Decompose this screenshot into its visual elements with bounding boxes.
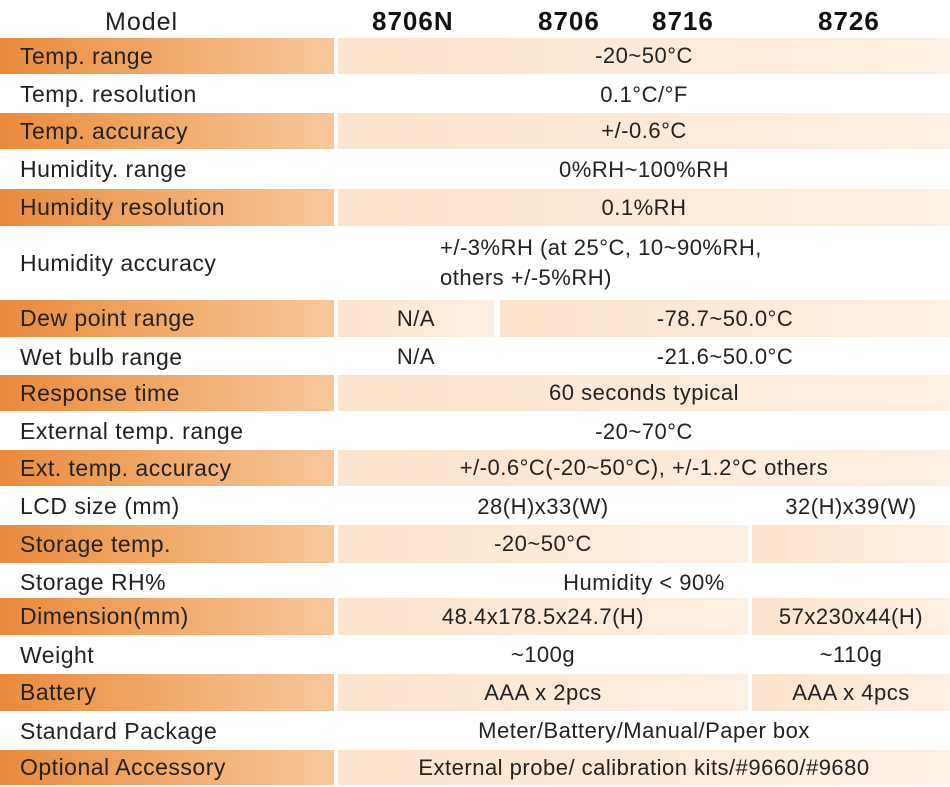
table-row: Storage RH% Humidity < 90%: [0, 565, 950, 600]
table-row: Standard Package Meter/Battery/Manual/Pa…: [0, 713, 950, 749]
row-value: ~100g: [510, 642, 576, 667]
column-header-8706n: 8706N: [372, 6, 454, 36]
row-label: Dimension(mm): [0, 598, 334, 635]
row-label: Storage temp.: [0, 525, 334, 563]
row-value: -20~50°C: [338, 525, 748, 563]
row-value: Meter/Battery/Manual/Paper box: [478, 718, 810, 743]
row-value: Humidity < 90%: [563, 569, 725, 595]
table-row: Temp. accuracy +/-0.6°C: [0, 111, 950, 151]
model-header-label: Model: [105, 8, 179, 36]
row-label: Temp. accuracy: [0, 113, 334, 149]
table-row: LCD size (mm) 28(H)x33(W) 32(H)x39(W): [0, 488, 950, 525]
row-label: Battery: [0, 674, 334, 711]
row-value: -20~50°C: [338, 38, 950, 74]
row-label: Humidity. range: [20, 156, 187, 182]
table-row: Humidity resolution 0.1%RH: [0, 187, 950, 228]
row-value: +/-3%RH (at 25°C, 10~90%RH, others +/-5%…: [440, 228, 950, 298]
row-value: -20~70°C: [595, 418, 693, 444]
row-value: AAA x 2pcs: [338, 674, 748, 711]
table-row: Humidity. range 0%RH~100%RH: [0, 151, 950, 188]
row-value: N/A: [338, 300, 494, 337]
table-row: Temp. resolution 0.1°C/°F: [0, 76, 950, 113]
table-row: Storage temp. -20~50°C: [0, 523, 950, 565]
row-value-line: +/-3%RH (at 25°C, 10~90%RH,: [440, 235, 762, 260]
row-value: N/A: [396, 344, 436, 369]
table-row: Battery AAA x 2pcs AAA x 4pcs: [0, 672, 950, 713]
row-value: -78.7~50.0°C: [500, 300, 950, 337]
row-label: External temp. range: [20, 418, 244, 444]
row-label: Wet bulb range: [20, 343, 183, 370]
row-value: 60 seconds typical: [338, 375, 950, 411]
row-label: Response time: [0, 375, 334, 411]
row-value: 57x230x44(H): [752, 598, 950, 635]
table-header: Model 8706N 8706 8716 8726: [0, 0, 950, 38]
table-row: Dimension(mm) 48.4x178.5x24.7(H) 57x230x…: [0, 596, 950, 637]
row-value: 0.1%RH: [338, 189, 950, 226]
row-label: Humidity resolution: [0, 189, 334, 226]
row-label: Optional Accessory: [0, 750, 334, 785]
row-value: 48.4x178.5x24.7(H): [338, 598, 748, 635]
row-label: Dew point range: [0, 300, 334, 337]
row-label: Temp. range: [0, 38, 334, 74]
row-label: Standard Package: [20, 717, 218, 744]
row-value: External probe/ calibration kits/#9660/#…: [338, 750, 950, 785]
table-row: Dew point range N/A -78.7~50.0°C: [0, 298, 950, 339]
column-header-8706: 8706: [538, 6, 600, 36]
table-row: Response time 60 seconds typical: [0, 373, 950, 413]
table-row: External temp. range -20~70°C: [0, 413, 950, 450]
table-row: Wet bulb range N/A -21.6~50.0°C: [0, 339, 950, 375]
row-value: +/-0.6°C(-20~50°C), +/-1.2°C others: [338, 450, 950, 486]
row-value: 0.1°C/°F: [600, 81, 688, 107]
table-row: Temp. range -20~50°C: [0, 36, 950, 76]
row-value: -21.6~50.0°C: [656, 344, 794, 369]
row-value: ~110g: [819, 642, 883, 667]
row-value: 0%RH~100%RH: [559, 156, 729, 182]
row-value-line: others +/-5%RH): [440, 265, 612, 290]
row-label: Storage RH%: [20, 569, 167, 595]
column-header-8726: 8726: [818, 6, 880, 36]
row-label: Ext. temp. accuracy: [0, 450, 334, 486]
row-value: +/-0.6°C: [338, 113, 950, 149]
row-value: 32(H)x39(W): [785, 493, 917, 519]
table-row: Ext. temp. accuracy +/-0.6°C(-20~50°C), …: [0, 448, 950, 488]
row-value-empty: [752, 525, 950, 563]
row-label: Temp. resolution: [20, 81, 197, 107]
row-label: LCD size (mm): [20, 493, 180, 519]
row-label: Humidity accuracy: [20, 249, 217, 276]
table-row: Weight ~100g ~110g: [0, 637, 950, 673]
row-value: AAA x 4pcs: [752, 674, 950, 711]
table-row: Humidity accuracy +/-3%RH (at 25°C, 10~9…: [0, 228, 950, 298]
row-label: Weight: [20, 641, 95, 668]
row-value: 28(H)x33(W): [477, 493, 609, 519]
table-row: Optional Accessory External probe/ calib…: [0, 748, 950, 787]
column-header-8716: 8716: [652, 6, 714, 36]
